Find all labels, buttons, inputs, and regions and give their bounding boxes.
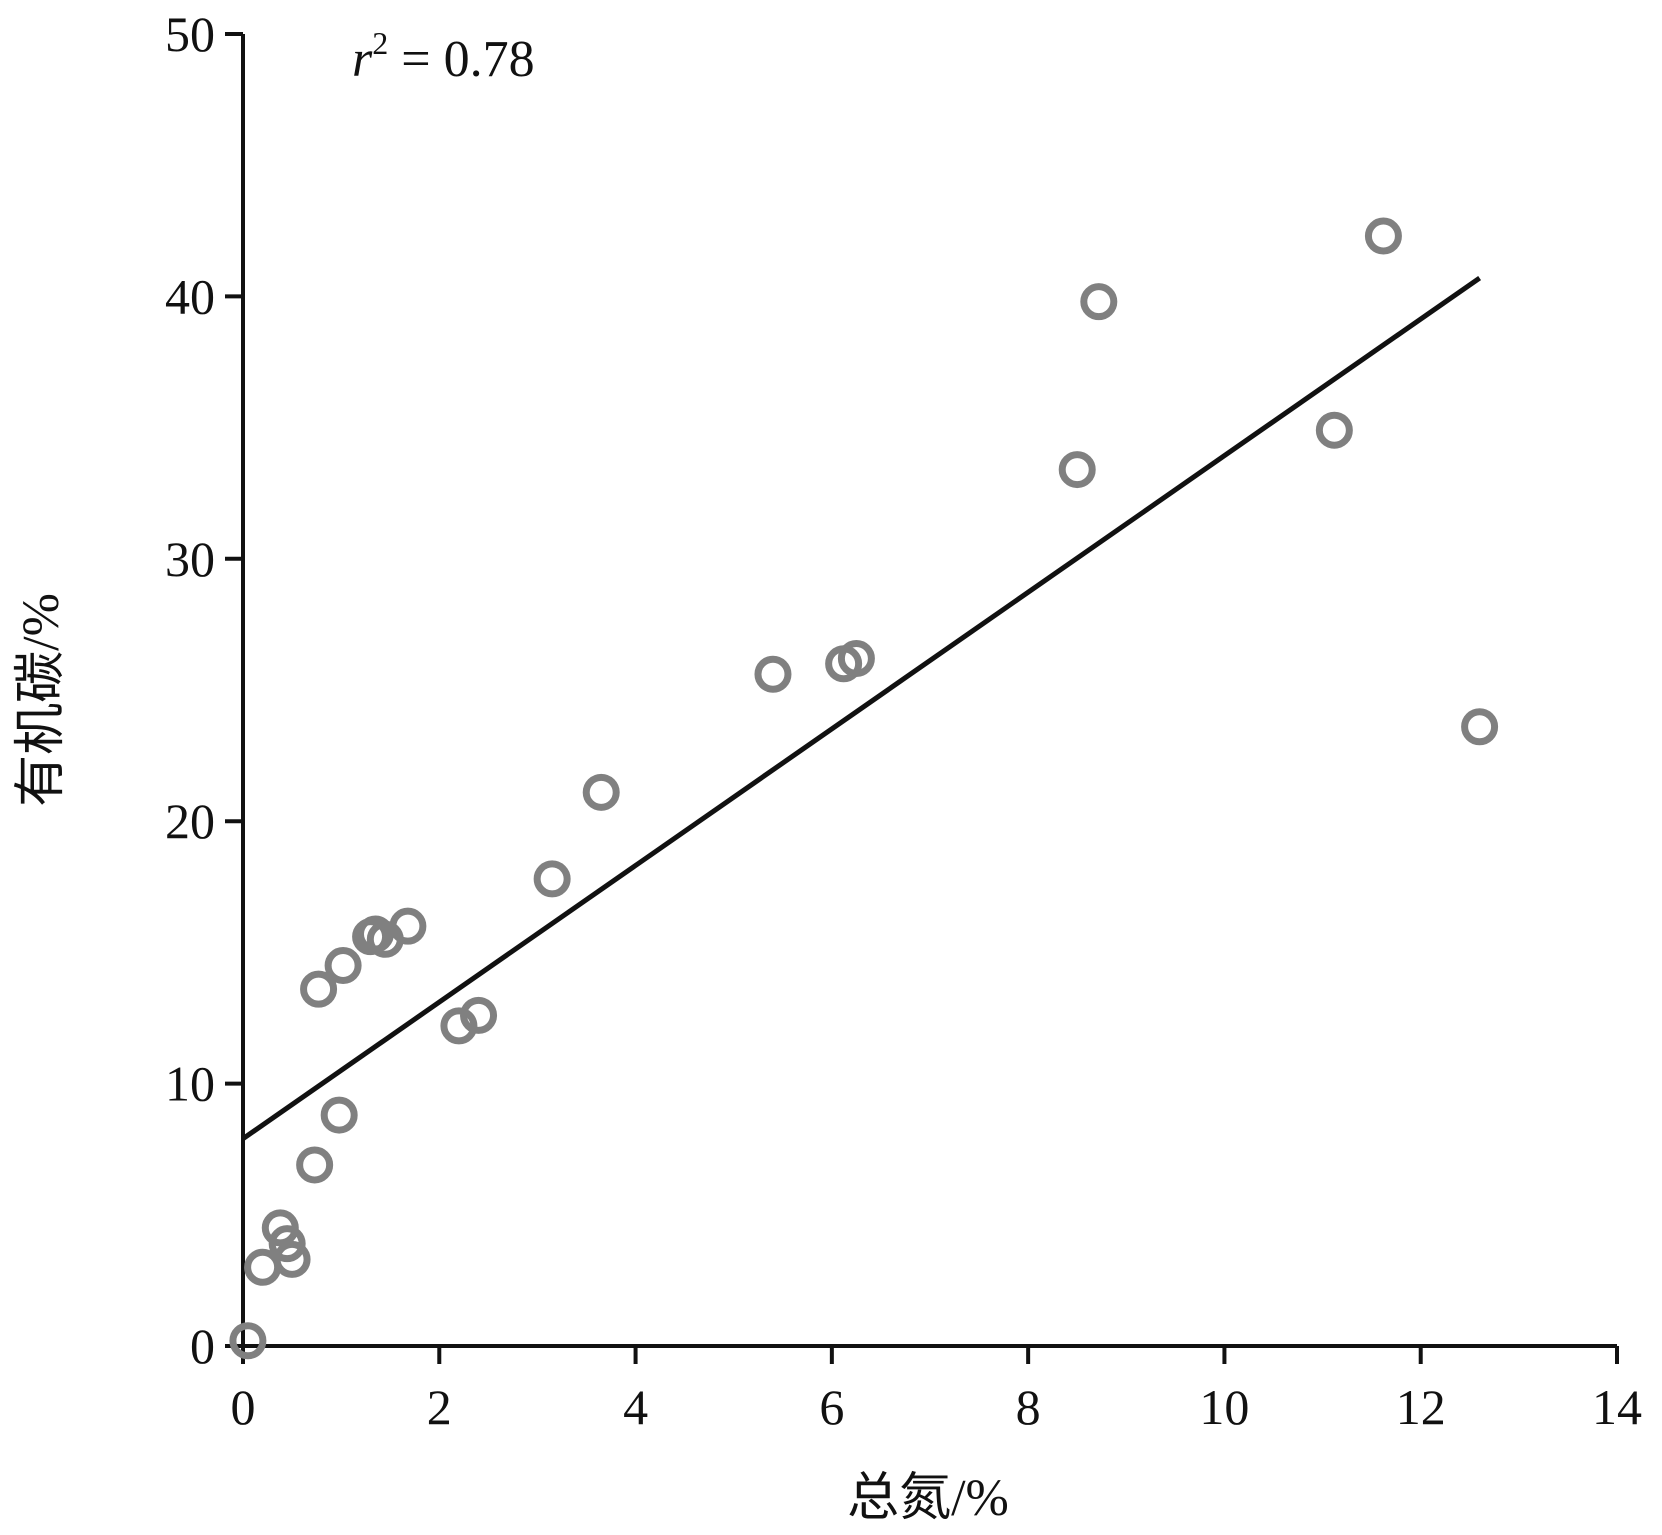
- data-point: [1315, 411, 1353, 449]
- data-point: [837, 640, 875, 678]
- x-tick-label: 8: [1016, 1379, 1041, 1435]
- data-point: [754, 655, 792, 693]
- x-tick-label: 2: [427, 1379, 452, 1435]
- data-point: [229, 1322, 267, 1360]
- r-power: 2: [372, 25, 388, 61]
- x-tick-label: 4: [623, 1379, 648, 1435]
- y-tick-label: 30: [165, 531, 215, 587]
- data-point: [268, 1225, 306, 1263]
- r-symbol: r: [352, 31, 373, 88]
- x-tick-label: 6: [819, 1379, 844, 1435]
- text-layer: 总氮/% 有机碳/% r2 = 0.78: [13, 25, 1009, 1527]
- x-tick-label: 12: [1396, 1379, 1446, 1435]
- data-point: [1058, 451, 1096, 489]
- x-tick-label: 10: [1199, 1379, 1249, 1435]
- data-point: [440, 1007, 478, 1045]
- data-point: [582, 773, 620, 811]
- data-point: [1364, 217, 1402, 255]
- data-point: [273, 1240, 311, 1278]
- y-tick-label: 20: [165, 793, 215, 849]
- data-point: [320, 1096, 358, 1134]
- data-point: [1080, 283, 1118, 321]
- data-point: [324, 947, 362, 985]
- y-tick-label: 50: [165, 6, 215, 62]
- data-point: [460, 996, 498, 1034]
- data-point: [296, 1146, 334, 1184]
- y-axis-title: 有机碳/%: [13, 593, 70, 807]
- x-axis-title: 总氮/%: [847, 1470, 1009, 1527]
- data-points-layer: [229, 217, 1499, 1360]
- r-value: = 0.78: [388, 31, 534, 88]
- data-point: [300, 970, 338, 1008]
- data-point: [389, 907, 427, 945]
- x-tick-label: 14: [1592, 1379, 1642, 1435]
- r-squared-annotation: r2 = 0.78: [352, 25, 535, 88]
- x-tick-label: 0: [231, 1379, 256, 1435]
- data-point: [533, 860, 571, 898]
- axes-layer: 0 2 4 6 8 10 12 14 0 10 20 30 40 50: [165, 6, 1642, 1435]
- y-tick-label: 40: [165, 268, 215, 324]
- fit-line-layer: [241, 275, 1482, 1141]
- data-point: [244, 1248, 282, 1286]
- data-point: [1461, 708, 1499, 746]
- regression-line: [241, 275, 1482, 1141]
- y-tick-label: 10: [165, 1056, 215, 1112]
- y-tick-label: 0: [190, 1318, 215, 1374]
